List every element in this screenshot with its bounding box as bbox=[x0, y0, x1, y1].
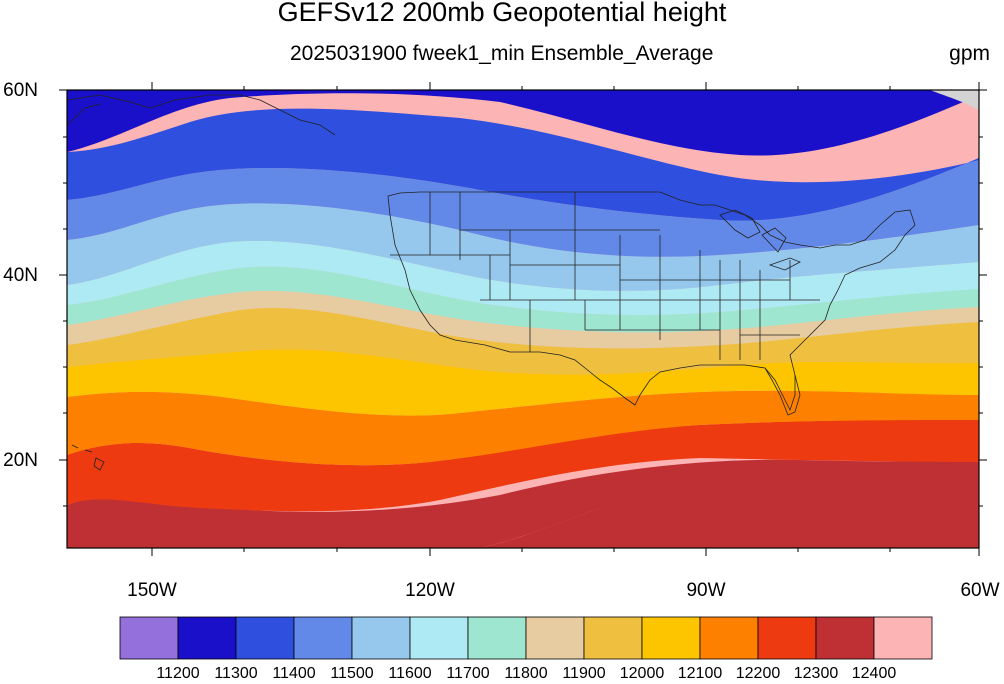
colorbar-swatch bbox=[409, 616, 469, 660]
contour-fill bbox=[67, 90, 979, 548]
colorbar-swatch bbox=[815, 616, 875, 660]
colorbar-level-label: 11800 bbox=[504, 665, 548, 682]
colorbar-level-label: 11300 bbox=[214, 665, 258, 682]
colorbar-level-label: 11200 bbox=[156, 665, 200, 682]
units-label: gpm bbox=[949, 42, 990, 65]
colorbar-swatch bbox=[699, 616, 759, 660]
coastlines-and-borders bbox=[67, 94, 916, 471]
colorbar-level-label: 11700 bbox=[446, 665, 490, 682]
colorbar-swatch bbox=[119, 616, 179, 660]
colorbar-level-label: 12200 bbox=[735, 665, 781, 682]
colorbar-swatch bbox=[177, 616, 237, 660]
map-title: GEFSv12 200mb Geopotential height bbox=[277, 0, 727, 27]
axis-ticks bbox=[59, 82, 987, 556]
lat-label-60n: 60N bbox=[3, 80, 38, 101]
lat-label-20n: 20N bbox=[3, 450, 38, 471]
colorbar-swatch bbox=[525, 616, 585, 660]
colorbar-swatch bbox=[757, 616, 817, 660]
colorbar-swatch bbox=[641, 616, 701, 660]
colorbar-level-label: 12100 bbox=[677, 665, 723, 682]
lon-label-150w: 150W bbox=[127, 580, 177, 601]
colorbar-level-label: 11600 bbox=[388, 665, 432, 682]
colorbar-level-label: 11400 bbox=[272, 665, 316, 682]
colorbar-level-label: 11500 bbox=[330, 665, 374, 682]
colorbar-swatch bbox=[293, 616, 353, 660]
colorbar bbox=[119, 616, 933, 660]
lat-label-40n: 40N bbox=[3, 265, 38, 286]
colorbar-swatch bbox=[235, 616, 295, 660]
lon-label-120w: 120W bbox=[405, 580, 455, 601]
colorbar-level-label: 12400 bbox=[851, 665, 897, 682]
colorbar-swatch bbox=[467, 616, 527, 660]
plot-frame bbox=[66, 89, 980, 549]
lon-label-60w: 60W bbox=[960, 580, 1000, 601]
colorbar-swatch bbox=[583, 616, 643, 660]
colorbar-level-label: 12000 bbox=[619, 665, 665, 682]
map-subtitle: 2025031900 fweek1_min Ensemble_Average bbox=[290, 42, 714, 65]
colorbar-swatch bbox=[351, 616, 411, 660]
lon-label-90w: 90W bbox=[686, 580, 726, 601]
colorbar-level-label: 12300 bbox=[793, 665, 839, 682]
colorbar-level-label: 11900 bbox=[562, 665, 606, 682]
colorbar-swatch bbox=[873, 616, 933, 660]
